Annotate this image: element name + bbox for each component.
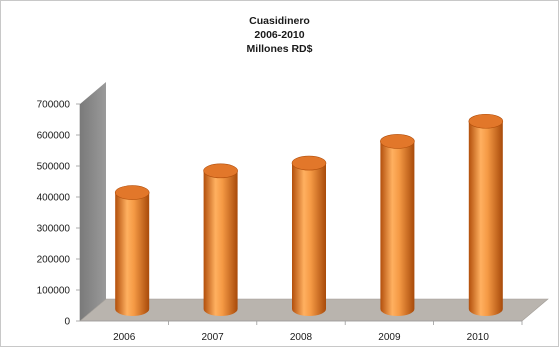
x-tick-label: 2007 bbox=[201, 332, 224, 343]
bar-2010 bbox=[468, 113, 504, 317]
bar-2008 bbox=[291, 155, 327, 316]
y-tick-label: 0 bbox=[64, 317, 70, 328]
y-tick-label: 100000 bbox=[37, 286, 71, 297]
x-tick-label: 2009 bbox=[378, 332, 401, 343]
bar-body bbox=[468, 121, 503, 317]
side-wall bbox=[80, 82, 106, 321]
y-tick-label: 600000 bbox=[37, 131, 71, 142]
bar-2007 bbox=[203, 163, 238, 317]
bar-body bbox=[115, 192, 150, 316]
chart-title: Cuasidinero 2006-2010 Millones RD$ bbox=[0, 14, 559, 56]
bar-body bbox=[380, 141, 415, 317]
bar-top bbox=[114, 185, 150, 200]
y-axis: 0 100000 200000 300000 400000 500000 600000 700… bbox=[37, 100, 81, 328]
bar-2006 bbox=[114, 185, 150, 316]
bar-2009 bbox=[380, 134, 415, 317]
bar-top bbox=[468, 113, 504, 129]
x-tick-label: 2010 bbox=[467, 332, 490, 343]
x-tick-label: 2008 bbox=[290, 332, 313, 343]
y-tick-label: 300000 bbox=[37, 224, 71, 235]
bars bbox=[114, 113, 504, 317]
y-tick-label: 700000 bbox=[37, 100, 71, 111]
chart-title-line-1: Cuasidinero bbox=[249, 15, 310, 27]
x-axis: 2006 2007 2008 2009 2010 bbox=[80, 320, 523, 343]
chart-title-line-3: Millones RD$ bbox=[246, 43, 313, 55]
chart-title-line-2: 2006-2010 bbox=[254, 29, 305, 41]
bar-body bbox=[203, 170, 238, 317]
y-tick-label: 500000 bbox=[37, 162, 71, 173]
bar-body bbox=[292, 163, 326, 316]
bar-top bbox=[203, 163, 238, 179]
y-tick-label: 400000 bbox=[37, 193, 71, 204]
x-tick-label: 2006 bbox=[113, 332, 136, 343]
bar-top bbox=[380, 134, 415, 149]
y-tick-label: 200000 bbox=[37, 255, 71, 266]
bar-top bbox=[291, 155, 327, 171]
